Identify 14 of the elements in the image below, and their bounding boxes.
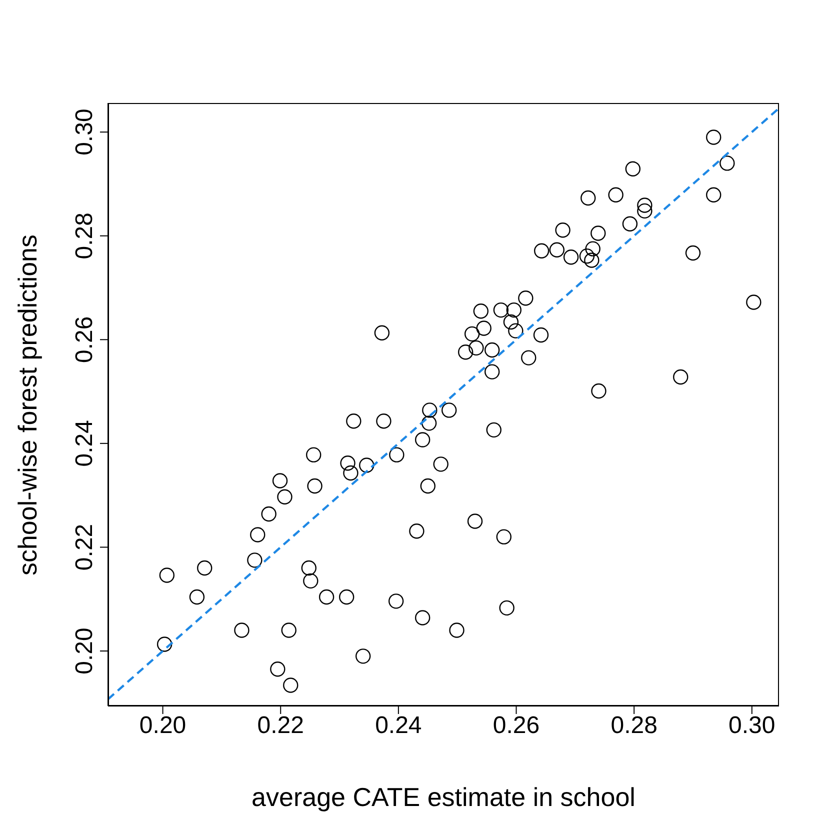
y-tick-label: 0.20 bbox=[71, 628, 98, 674]
y-axis-title: school-wise forest predictions bbox=[12, 234, 44, 576]
x-tick-label: 0.30 bbox=[728, 712, 776, 740]
y-tick-label: 0.24 bbox=[71, 420, 98, 467]
y-tick-label: 0.22 bbox=[71, 524, 98, 571]
y-tick-label: 0.26 bbox=[71, 316, 98, 363]
x-tick-label: 0.22 bbox=[257, 712, 304, 740]
y-tick-label: 0.28 bbox=[71, 212, 98, 260]
x-tick-label: 0.26 bbox=[492, 712, 540, 740]
x-axis-title: average CATE estimate in school bbox=[250, 782, 636, 813]
x-tick-label: 0.28 bbox=[610, 712, 658, 740]
x-tick-label: 0.20 bbox=[139, 712, 186, 740]
y-tick-label: 0.30 bbox=[71, 108, 98, 156]
x-tick-label: 0.24 bbox=[375, 712, 422, 740]
